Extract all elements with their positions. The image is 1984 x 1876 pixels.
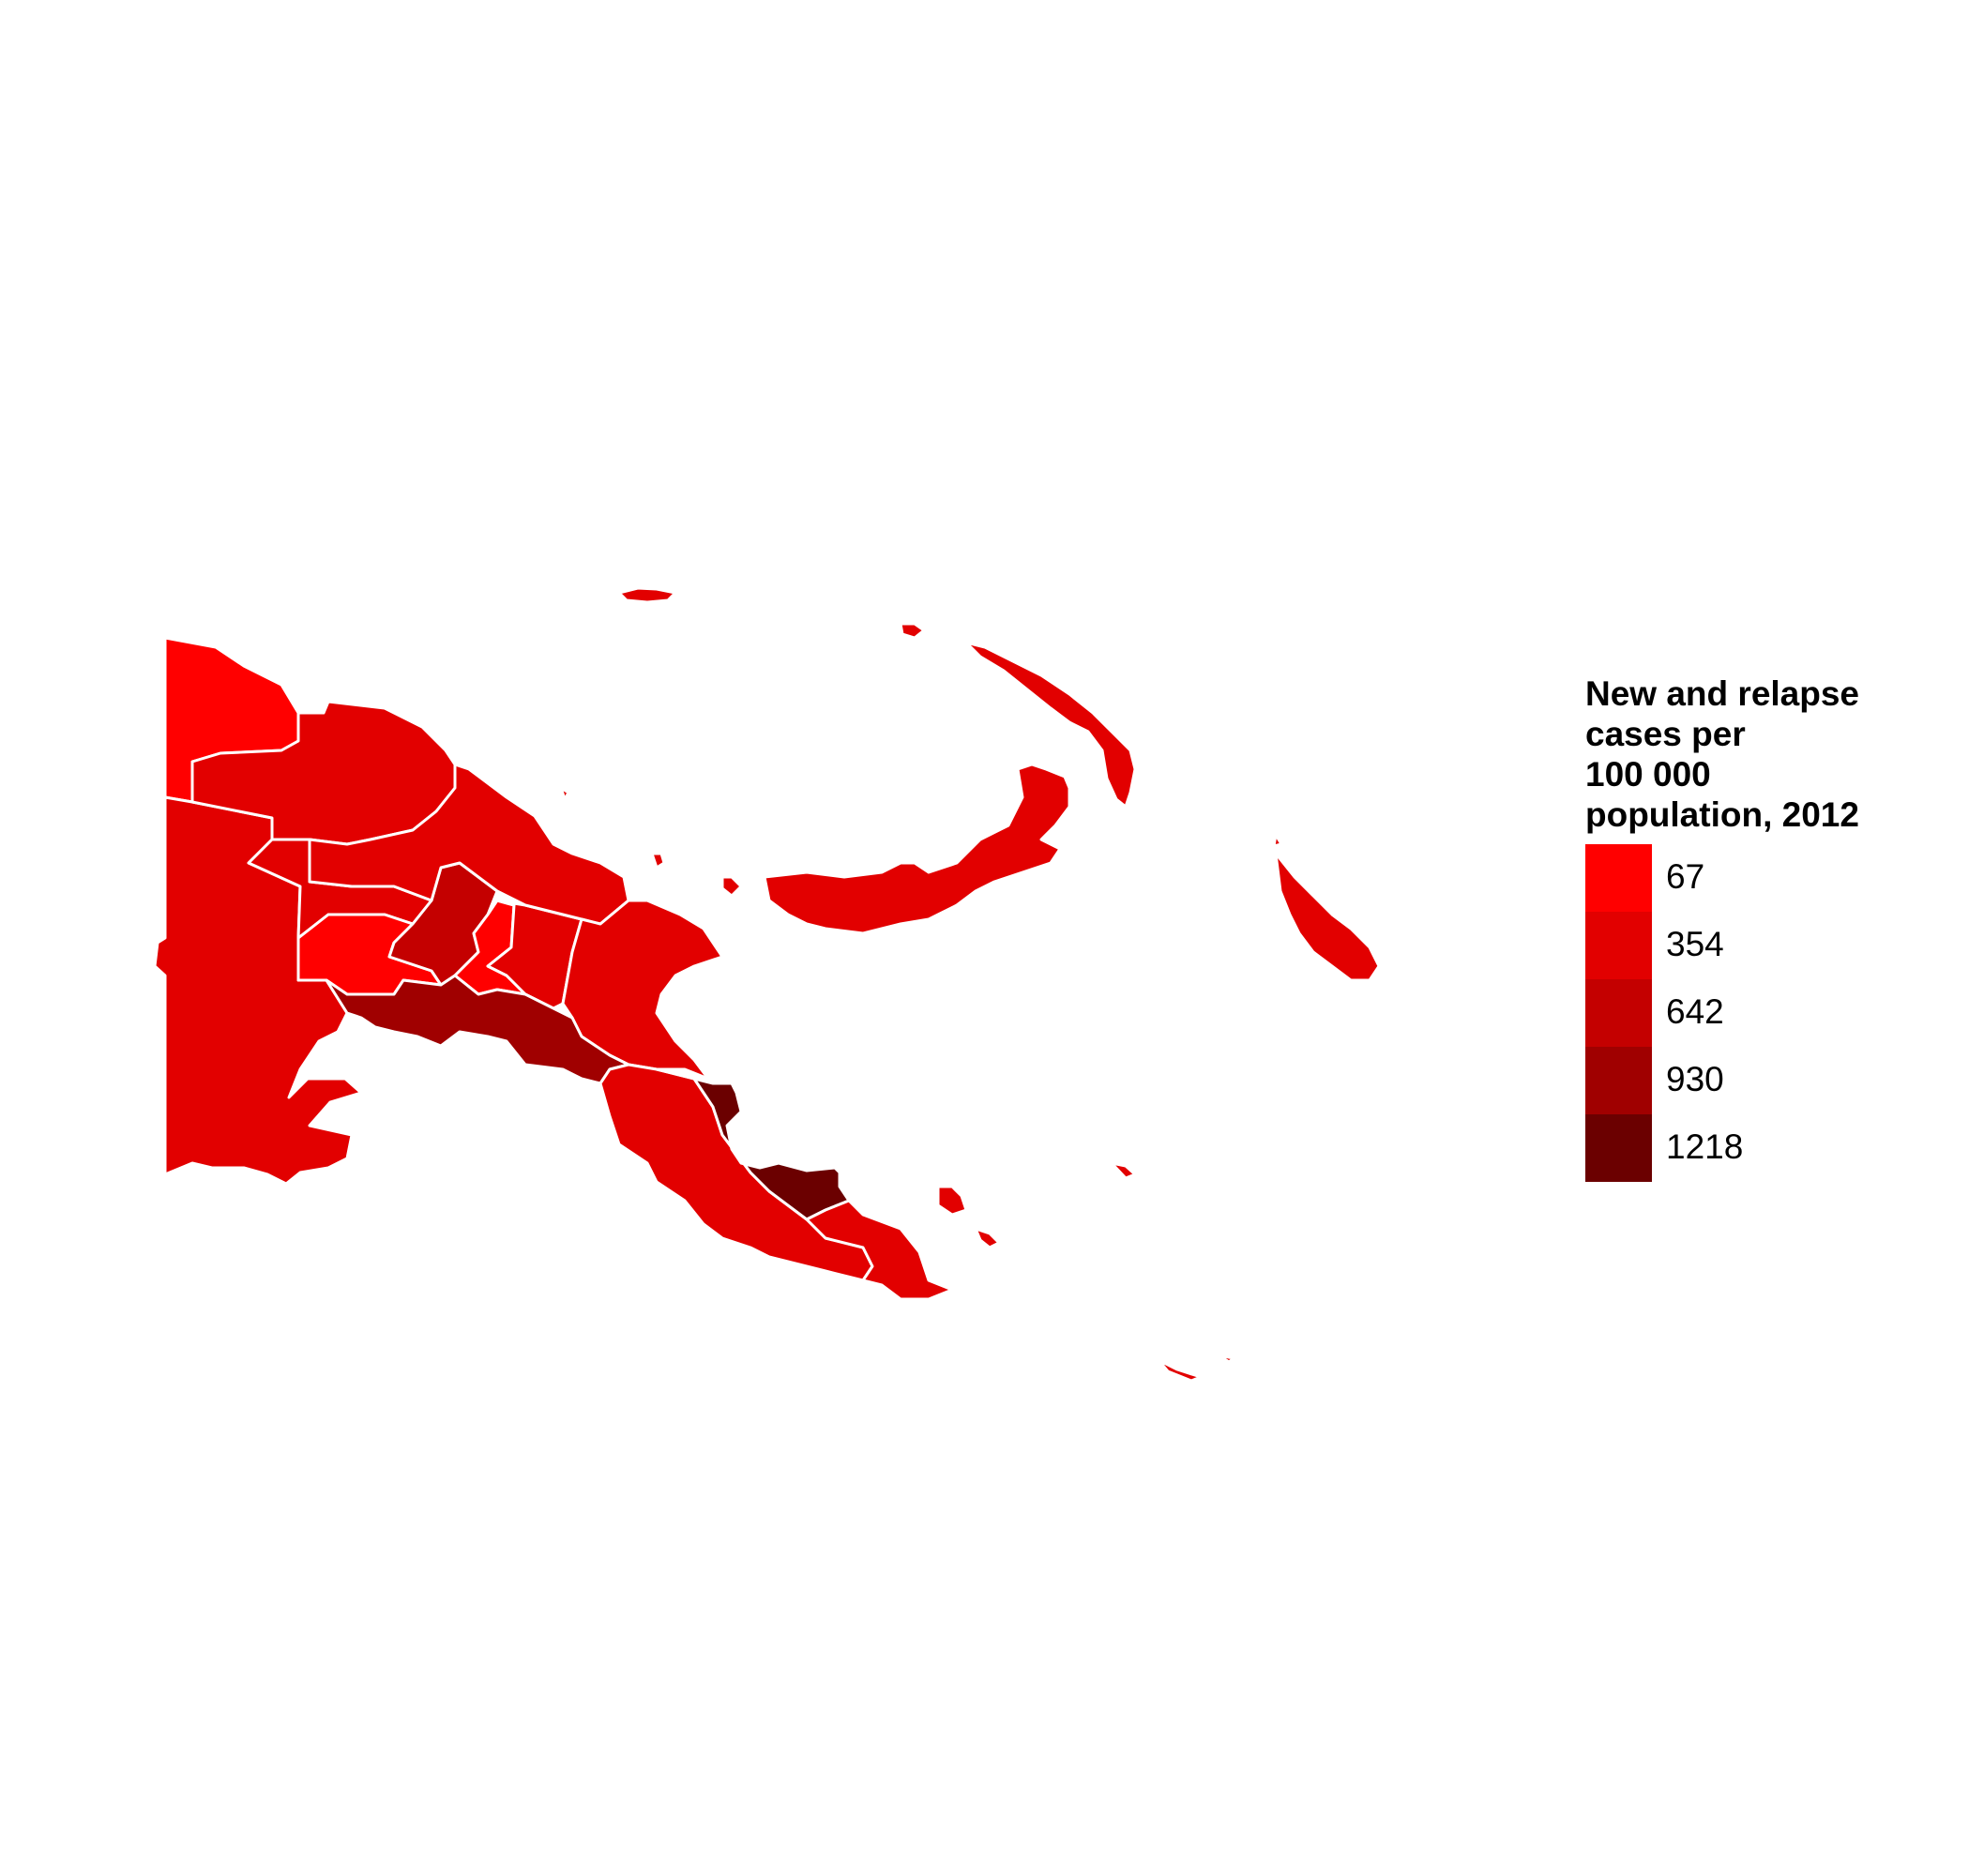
legend-label: 67: [1666, 857, 1705, 896]
legend-label: 354: [1666, 925, 1724, 963]
legend-title-line: population, 2012: [1585, 795, 1859, 834]
legend-swatch: [1585, 979, 1652, 1047]
region-oro: [655, 1067, 851, 1221]
legend-title-line: cases per: [1585, 715, 1746, 753]
region-madang: [308, 763, 630, 926]
legend-label: 930: [1666, 1060, 1724, 1098]
map-legend: New and relapse cases per 100 000 popula…: [1585, 673, 1961, 1182]
legend-bin: 642: [1585, 979, 1961, 1047]
region-bougainville: [1274, 852, 1381, 982]
region-islands: [559, 622, 1283, 1383]
region-milne-bay: [805, 1199, 954, 1301]
region-new-ireland: [964, 641, 1137, 809]
legend-title: New and relapse cases per 100 000 popula…: [1585, 673, 1961, 835]
legend-bin: 1218: [1585, 1114, 1961, 1182]
legend-swatch: [1585, 1114, 1652, 1182]
legend-title-line: 100 000: [1585, 755, 1711, 794]
legend-bin: 67: [1585, 844, 1961, 912]
legend-swatch: [1585, 1047, 1652, 1114]
legend-label: 642: [1666, 992, 1724, 1031]
region-manus: [617, 586, 677, 604]
legend-bin: 930: [1585, 1047, 1961, 1114]
legend-title-line: New and relapse: [1585, 674, 1860, 713]
legend-swatch: [1585, 912, 1652, 979]
legend-bin: 354: [1585, 912, 1961, 979]
legend-swatch: [1585, 844, 1652, 912]
region-new-britain: [763, 763, 1071, 935]
legend-label: 1218: [1666, 1127, 1744, 1166]
